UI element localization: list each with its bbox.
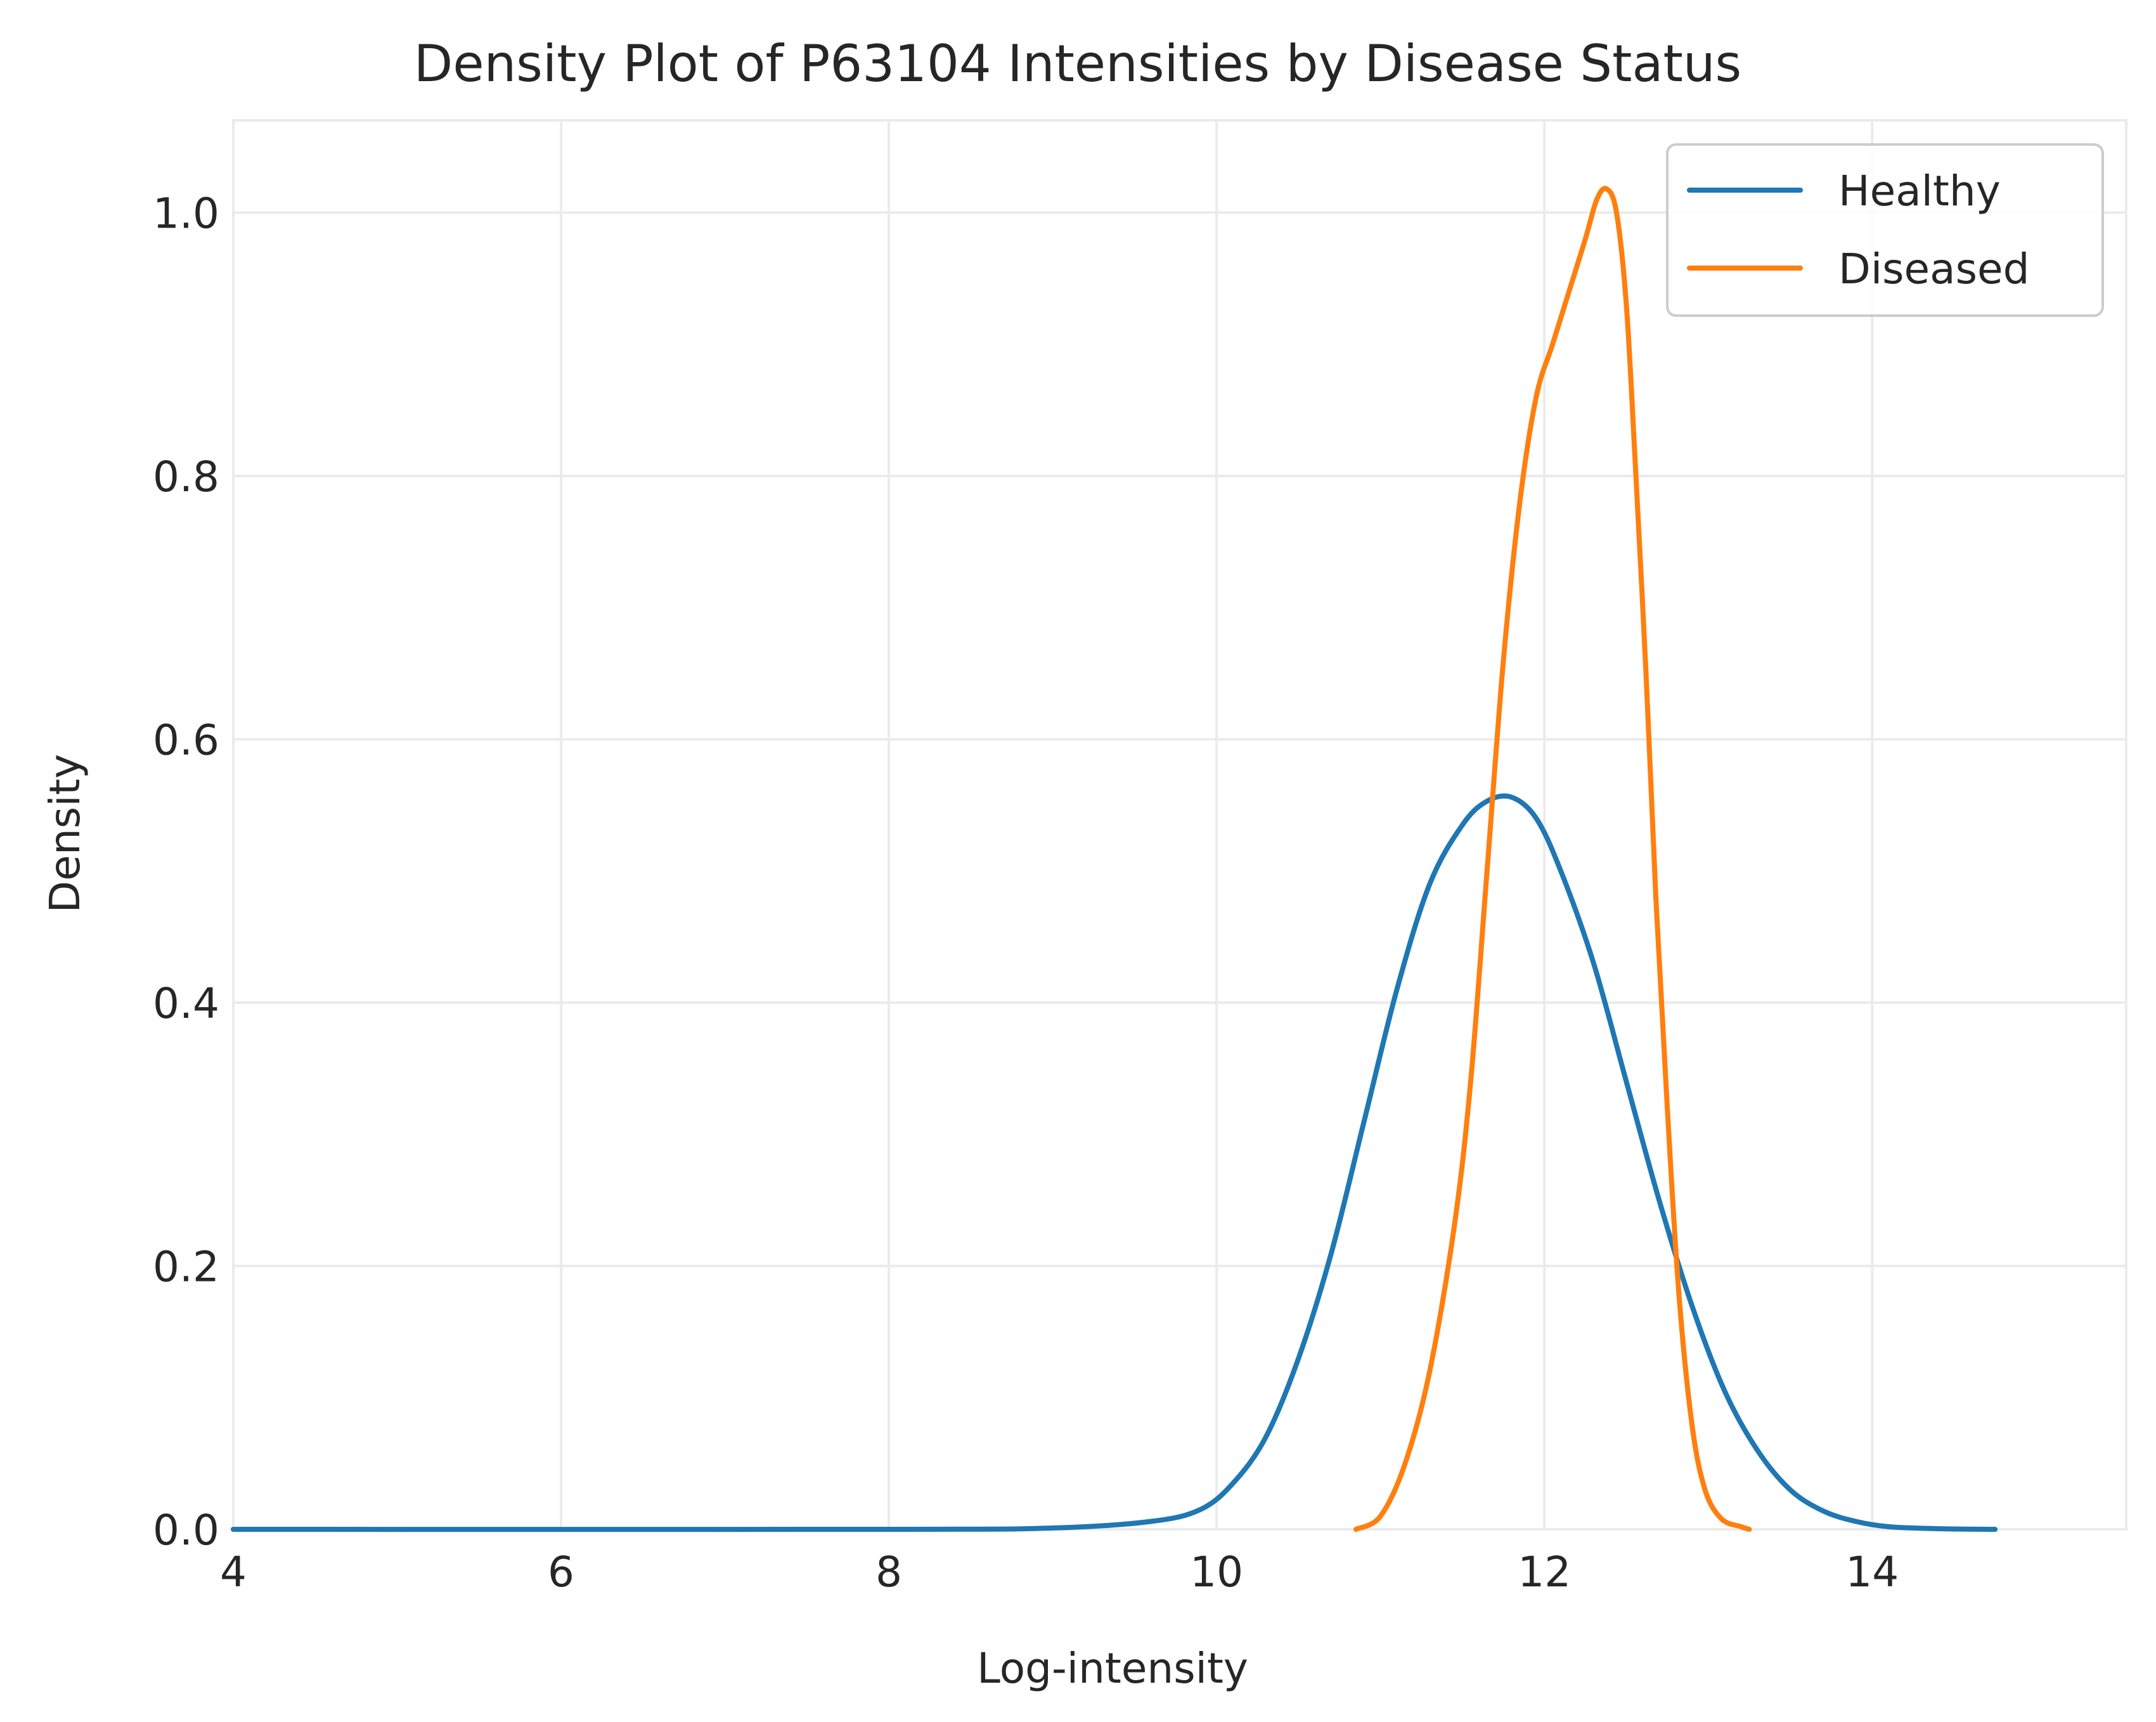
series-line-healthy — [231, 793, 1998, 1532]
legend-label-healthy: Healthy — [1838, 167, 2001, 215]
x-tick-label: 4 — [220, 1548, 247, 1597]
series-layer — [231, 186, 1998, 1532]
y-tick-label: 1.0 — [153, 189, 219, 238]
plot-frame — [232, 119, 2127, 1531]
legend: Healthy Diseased — [1666, 143, 2104, 317]
x-tick-label: 6 — [548, 1548, 574, 1597]
y-axis-label: Density — [41, 754, 89, 913]
x-tick-label: 8 — [875, 1548, 902, 1597]
x-axis-label: Log-intensity — [977, 1644, 1248, 1693]
legend-entries: Healthy Diseased — [1687, 167, 2029, 293]
y-tick-label: 0.4 — [153, 979, 219, 1028]
legend-label-diseased: Diseased — [1838, 245, 2029, 293]
y-tick-label: 0.8 — [153, 453, 219, 501]
y-tick-labels: 0.0 0.2 0.4 0.6 0.8 1.0 — [153, 189, 219, 1555]
series-line-diseased — [1353, 186, 1752, 1532]
x-tick-labels: 4 6 8 10 12 14 — [220, 1548, 1899, 1597]
y-tick-label: 0.2 — [153, 1242, 219, 1291]
y-tick-label: 0.6 — [153, 716, 219, 764]
grid-layer — [232, 120, 2126, 1531]
y-tick-label: 0.0 — [153, 1506, 219, 1555]
x-tick-label: 14 — [1845, 1548, 1899, 1597]
x-tick-label: 10 — [1190, 1548, 1243, 1597]
chart-title: Density Plot of P63104 Intensities by Di… — [414, 34, 1741, 93]
x-tick-label: 12 — [1518, 1548, 1571, 1597]
legend-box — [1666, 143, 2104, 317]
